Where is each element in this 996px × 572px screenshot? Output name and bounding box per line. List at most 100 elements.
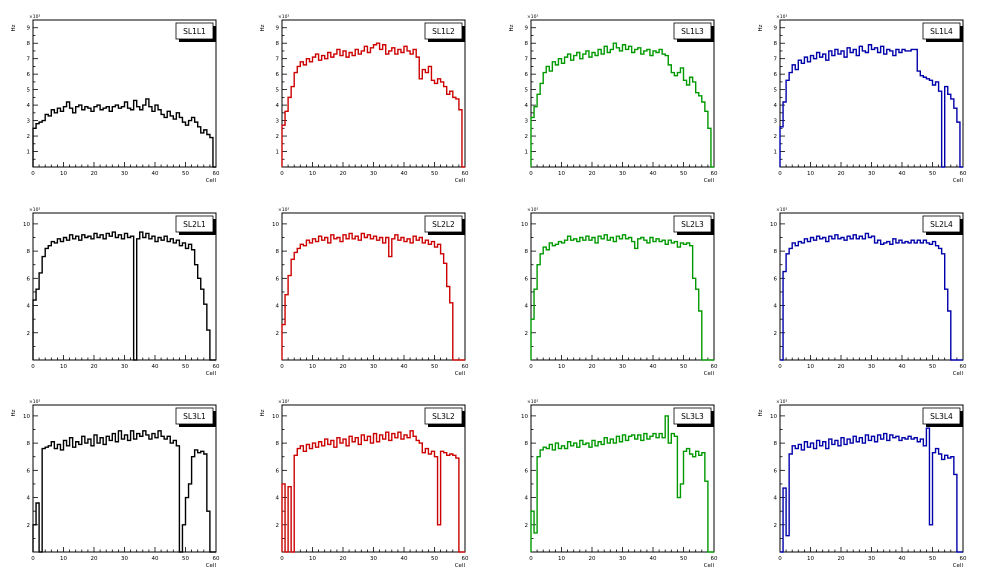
histogram-line (32, 98, 216, 168)
x-tick-label: 10 (558, 171, 565, 177)
x-tick-label: 30 (868, 556, 875, 562)
y-tick-label: 4 (27, 496, 31, 502)
x-tick-label: 40 (650, 171, 657, 177)
y-axis-label: Hz (509, 24, 515, 31)
y-tick-label: 4 (27, 103, 31, 109)
panel-title: SL1L3 (681, 27, 704, 36)
x-tick-label: 20 (838, 364, 845, 370)
y-exponent: ×10³ (278, 207, 289, 213)
y-tick-label: 7 (525, 57, 529, 63)
x-tick-label: 0 (280, 171, 284, 177)
x-axis-label: Cell (953, 563, 964, 569)
y-tick-label: 2 (525, 134, 529, 140)
y-exponent: ×10³ (776, 207, 787, 213)
x-tick-label: 40 (650, 364, 657, 370)
y-axis: 2 4 6 8 10 ×10³ (272, 207, 289, 361)
x-tick-label: 40 (899, 364, 906, 370)
y-tick-label: 2 (774, 331, 778, 337)
plot-frame (530, 19, 715, 168)
y-tick-label: 10 (23, 414, 30, 420)
plot-frame (779, 212, 964, 361)
y-tick-label: 4 (774, 304, 778, 310)
y-tick-label: 4 (774, 496, 778, 502)
y-tick-label: 6 (525, 468, 529, 474)
histogram-line (780, 232, 963, 361)
y-tick-label: 5 (774, 88, 778, 94)
x-tick-label: 20 (838, 556, 845, 562)
y-exponent: ×10³ (776, 399, 787, 405)
x-tick-label: 50 (182, 171, 189, 177)
x-tick-label: 50 (182, 364, 189, 370)
x-tick-label: 50 (929, 171, 936, 177)
y-tick-label: 2 (525, 331, 529, 337)
y-tick-label: 9 (774, 26, 778, 32)
panel-title: SL2L1 (183, 220, 206, 229)
y-exponent: ×10³ (278, 399, 289, 405)
x-tick-label: 60 (462, 556, 469, 562)
y-tick-label: 7 (27, 57, 31, 63)
plot-frame (281, 19, 466, 168)
histogram-line (780, 427, 963, 553)
y-tick-label: 6 (774, 468, 778, 474)
panel-title: SL2L2 (432, 220, 455, 229)
y-tick-label: 10 (521, 414, 528, 420)
x-tick-label: 10 (807, 364, 814, 370)
y-tick-label: 8 (27, 441, 31, 447)
y-tick-label: 6 (27, 72, 31, 78)
x-tick-label: 60 (960, 364, 967, 370)
x-tick-label: 40 (650, 556, 657, 562)
y-tick-label: 8 (525, 41, 529, 47)
x-tick-label: 30 (619, 556, 626, 562)
x-tick-label: 10 (60, 364, 67, 370)
x-axis-label: Cell (206, 371, 217, 377)
panel-title: SL2L3 (681, 220, 704, 229)
title-box: SL2L2 (424, 215, 465, 235)
y-tick-label: 2 (27, 523, 31, 529)
y-tick-label: 2 (276, 523, 280, 529)
plot-frame (779, 404, 964, 553)
panel-title: SL3L3 (681, 412, 704, 421)
x-tick-label: 20 (589, 556, 596, 562)
y-tick-label: 2 (27, 331, 31, 337)
title-box: SL1L2 (424, 22, 465, 42)
y-tick-label: 8 (774, 41, 778, 47)
x-tick-label: 60 (960, 171, 967, 177)
x-tick-label: 50 (929, 556, 936, 562)
histogram-line (281, 430, 465, 553)
x-axis-label: Cell (704, 371, 715, 377)
y-tick-label: 1 (27, 150, 31, 156)
x-tick-label: 20 (340, 556, 347, 562)
y-tick-label: 6 (27, 468, 31, 474)
title-box: SL2L1 (175, 215, 216, 235)
y-tick-label: 8 (276, 441, 280, 447)
y-tick-label: 5 (525, 88, 529, 94)
histogram-line (32, 231, 216, 361)
x-tick-label: 30 (121, 171, 128, 177)
x-tick-label: 10 (807, 556, 814, 562)
title-box: SL2L4 (922, 215, 963, 235)
x-tick-label: 50 (431, 364, 438, 370)
y-exponent: ×10³ (29, 207, 40, 213)
x-tick-label: 50 (680, 364, 687, 370)
panel-title: SL1L4 (930, 27, 953, 36)
x-tick-label: 30 (370, 556, 377, 562)
x-tick-label: 10 (309, 556, 316, 562)
panel-title: SL3L2 (432, 412, 455, 421)
x-axis-label: Cell (455, 563, 466, 569)
y-tick-label: 10 (770, 222, 777, 228)
x-axis-label: Cell (455, 178, 466, 184)
plot-frame (779, 19, 964, 168)
y-tick-label: 6 (276, 72, 280, 78)
x-tick-label: 40 (899, 556, 906, 562)
x-tick-label: 20 (589, 364, 596, 370)
x-tick-label: 40 (152, 556, 159, 562)
y-exponent: ×10³ (776, 14, 787, 20)
x-tick-label: 10 (60, 171, 67, 177)
y-tick-label: 10 (770, 414, 777, 420)
y-tick-label: 6 (27, 276, 31, 282)
y-tick-label: 5 (276, 88, 280, 94)
